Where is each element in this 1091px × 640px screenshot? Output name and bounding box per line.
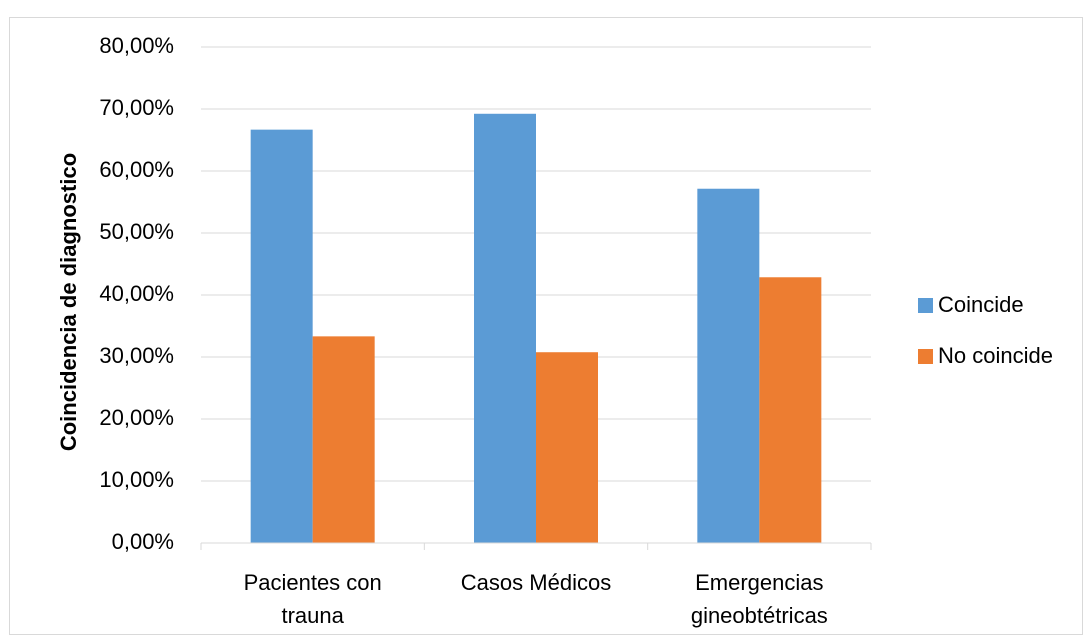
y-tick-label: 0,00% [112,529,174,554]
y-tick-label: 30,00% [99,343,174,368]
y-tick-label: 80,00% [99,33,174,58]
y-tick-label: 40,00% [99,281,174,306]
bar-no-coincide [536,352,598,543]
legend-label: Coincide [938,292,1024,317]
legend: Coincide No coincide [918,292,1053,368]
legend-swatch [918,298,933,313]
x-category-label: Emergencias gineobtétricas [691,570,828,628]
bars [250,113,822,544]
x-axis-categories: Pacientes con trauna Casos Médicos Emergenc… [244,570,828,628]
x-category-label: Casos Médicos [461,570,611,595]
bar-no-coincide [759,277,822,543]
bar-coincide [697,188,760,543]
legend-swatch [918,349,933,364]
y-tick-label: 70,00% [99,95,174,120]
y-tick-label: 20,00% [99,405,174,430]
y-axis-title: Coincidencia de diagnostico [56,153,81,451]
legend-label: No coincide [938,343,1053,368]
bar-no-coincide [312,336,375,543]
x-category-label: Pacientes con trauna [244,570,382,628]
bar-coincide [474,113,536,544]
y-tick-label: 50,00% [99,219,174,244]
y-tick-label: 10,00% [99,467,174,492]
bar-coincide [250,129,313,543]
y-tick-label: 60,00% [99,157,174,182]
y-axis-ticks: 0,00% 10,00% 20,00% 30,00% 40,00% 50,00% 60,00… [99,33,174,554]
x-axis [200,542,872,550]
